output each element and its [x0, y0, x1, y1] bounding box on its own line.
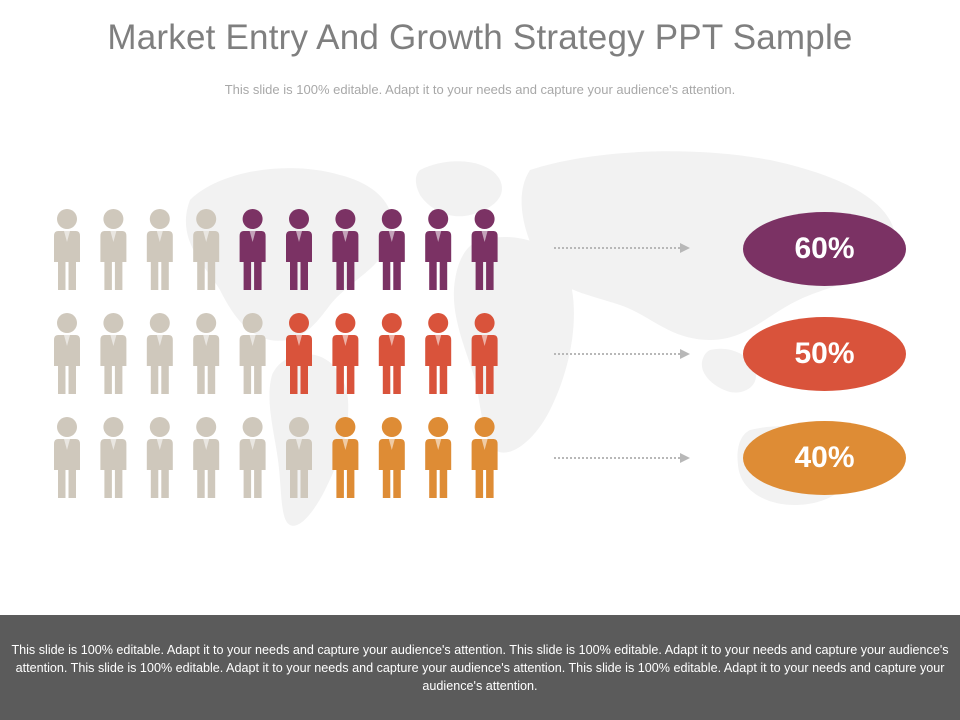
person-icon — [100, 417, 127, 498]
percent-badge-40: 40% — [743, 421, 906, 495]
percent-badge-50: 50% — [743, 317, 906, 391]
person-icon — [239, 417, 266, 498]
person-icon — [146, 313, 173, 394]
people-row-40 — [54, 417, 498, 498]
person-icon-highlighted — [425, 209, 452, 290]
person-icon — [54, 313, 80, 394]
person-icon-highlighted — [286, 313, 312, 394]
person-icon — [146, 209, 173, 290]
slide-title: Market Entry And Growth Strategy PPT Sam… — [107, 18, 853, 57]
person-icon — [100, 313, 127, 394]
person-icon-highlighted — [332, 417, 359, 498]
person-icon — [193, 417, 220, 498]
person-icon — [100, 209, 127, 290]
dotted-arrow-60 — [554, 243, 690, 253]
people-row-50 — [54, 313, 498, 394]
person-icon-highlighted — [332, 209, 359, 290]
person-icon-highlighted — [378, 313, 405, 394]
person-icon — [146, 417, 173, 498]
person-icon — [193, 313, 220, 394]
footer-text: This slide is 100% editable. Adapt it to… — [11, 642, 949, 693]
person-icon-highlighted — [471, 313, 498, 394]
person-icon — [286, 417, 312, 498]
person-icon — [239, 313, 266, 394]
person-icon-highlighted — [425, 313, 452, 394]
dotted-arrow-50 — [554, 349, 690, 359]
person-icon-highlighted — [471, 417, 498, 498]
dotted-arrow-40 — [554, 453, 690, 463]
person-icon-highlighted — [425, 417, 452, 498]
people-row-60 — [54, 209, 498, 290]
percent-badge-60: 60% — [743, 212, 906, 286]
person-icon — [54, 209, 80, 290]
person-icon-highlighted — [471, 209, 498, 290]
footer-bar: This slide is 100% editable. Adapt it to… — [0, 615, 960, 720]
person-icon — [54, 417, 80, 498]
person-icon-highlighted — [286, 209, 312, 290]
slide-subtitle: This slide is 100% editable. Adapt it to… — [224, 82, 736, 97]
person-icon-highlighted — [239, 209, 266, 290]
person-icon-highlighted — [332, 313, 359, 394]
person-icon-highlighted — [378, 209, 405, 290]
person-icon — [193, 209, 220, 290]
person-icon-highlighted — [378, 417, 405, 498]
